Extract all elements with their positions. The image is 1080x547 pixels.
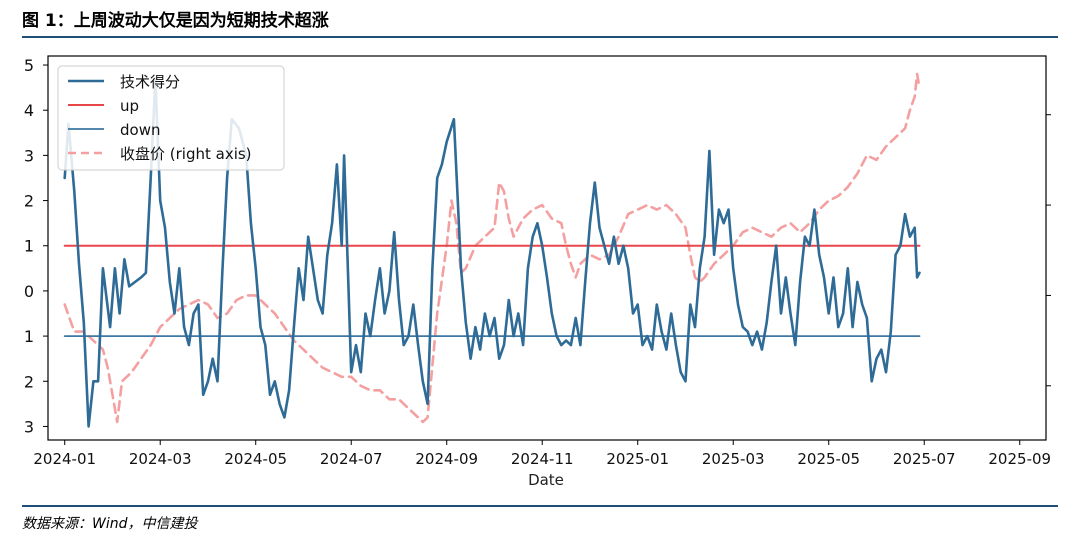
x-tick-label: 2025-09: [988, 450, 1051, 468]
x-tick-label: 2025-05: [797, 450, 860, 468]
y-tick-label: 0: [24, 282, 34, 301]
y-tick-label: 5: [24, 56, 34, 75]
legend: 技术得分 up down 收盘价 (right axis): [57, 65, 285, 171]
bottom-rule: [22, 505, 1058, 507]
y-tick-label: 1: [24, 237, 34, 256]
x-tick-label: 2025-03: [702, 450, 765, 468]
legend-label: down: [120, 121, 160, 139]
y-tick-label: 3: [24, 417, 34, 436]
right-y-axis: [1046, 114, 1051, 387]
y-tick-label: 2: [24, 372, 34, 391]
plot-frame: [47, 55, 1047, 441]
x-tick-label: 2024-11: [511, 450, 574, 468]
x-tick-label: 2024-05: [224, 450, 287, 468]
legend-box: [57, 65, 285, 171]
x-tick-label: 2024-07: [320, 450, 383, 468]
x-tick-label: 2025-07: [893, 450, 956, 468]
legend-label: up: [120, 97, 139, 115]
y-tick-label: 2: [24, 192, 34, 211]
figure-source: 数据来源：Wind，中信建投: [22, 516, 198, 532]
y-axis: 5 4 3 2 1 0 1 2 3: [24, 56, 48, 436]
series-close-price: [63, 72, 921, 424]
figure-title: 图 1：上周波动大仅是因为短期技术超涨: [22, 11, 329, 31]
y-tick-label: 1: [24, 327, 34, 346]
series-technical-score: [63, 77, 921, 428]
x-tick-label: 2024-03: [129, 450, 192, 468]
plot-area: [47, 55, 1047, 441]
legend-label: 收盘价 (right axis): [120, 145, 252, 163]
x-tick-label: 2024-09: [415, 450, 478, 468]
x-axis: 2024-01 2024-03 2024-05 2024-07 2024-09 2024-…: [33, 440, 1051, 468]
top-rule: [22, 36, 1058, 38]
y-tick-label: 4: [24, 101, 34, 120]
x-tick-label: 2025-01: [606, 450, 669, 468]
x-tick-label: 2024-01: [33, 450, 96, 468]
legend-label: 技术得分: [120, 73, 180, 91]
series-layer: [63, 72, 921, 428]
x-axis-label: Date: [528, 471, 564, 489]
y-tick-label: 3: [24, 146, 34, 165]
